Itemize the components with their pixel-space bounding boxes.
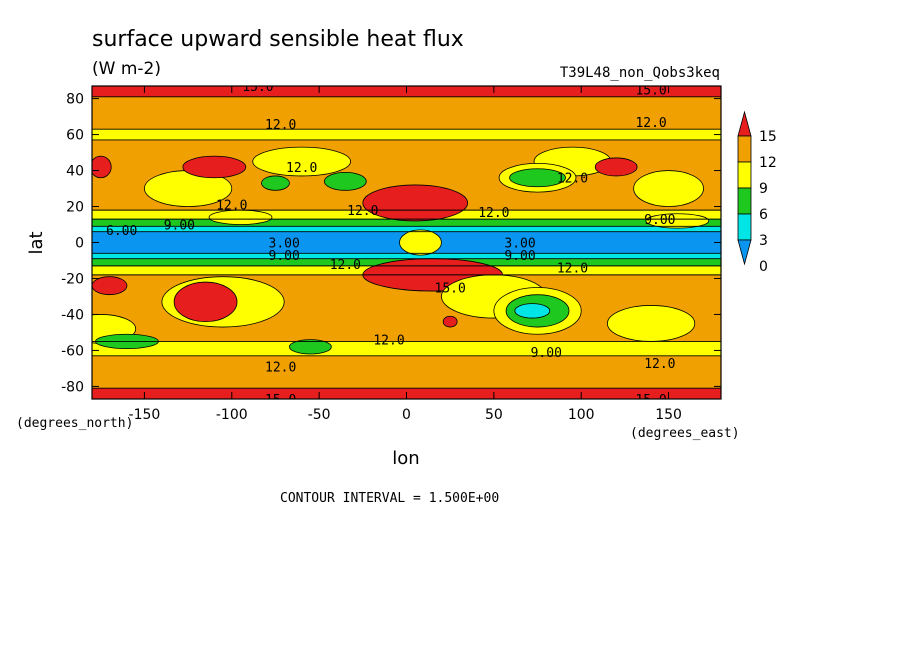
colorbar-swatch [737,213,752,241]
contour-label: 12.0 [373,334,404,349]
colorbar-arrow-bottom [737,239,752,266]
contour-label: 12.0 [330,258,361,273]
x-tick-label: 50 [485,407,503,423]
contour-label: 15.0 [435,281,466,296]
contour-band [92,96,721,130]
colorbar-tick-label: 15 [759,129,777,145]
y-tick-label: -80 [61,379,84,395]
contour-blob [633,170,704,207]
y-tick-label: 0 [75,236,84,252]
contour-label: 9.00 [644,213,675,228]
contour-blob [173,281,238,323]
contour-band [92,355,721,389]
contour-label: 12.0 [478,206,509,221]
contour-label: 6.00 [106,224,137,239]
contour-labels: 15.0 15.0 12.0 12.0 12.0 12.0 12.0 12.0 12.0 9.00… [106,80,675,408]
contour-blob [261,175,290,191]
contour-blob [92,276,128,296]
colorbar-swatch [737,135,752,163]
x-tick-label: 150 [655,407,682,423]
contour-blob [362,184,469,222]
contour-label: 12.0 [644,357,675,372]
y-tick-label: -60 [61,343,84,359]
x-axis-label: lon [392,448,419,469]
contour-blob [645,213,710,229]
y-tick-label: 40 [66,164,84,180]
colorbar-tick-label: 9 [759,181,768,197]
contour-band [92,253,721,259]
y-tick-label: -20 [61,271,84,287]
contour-blobs [92,146,710,355]
contour-blob [289,339,332,355]
contour-label: 9.00 [531,346,562,361]
contour-blob [399,229,442,256]
contour-blob [252,146,351,177]
contour-label: 12.0 [216,199,247,214]
contour-band [92,226,721,232]
x-tick-label: 100 [568,407,595,423]
chart-units: (W m-2) [92,59,161,79]
colorbar-tick-label: 3 [759,233,768,249]
contour-label: 12.0 [635,116,666,131]
contour-label: 12.0 [265,361,296,376]
contour-label: 9.00 [164,219,195,234]
colorbar-tick-label: 6 [759,207,768,223]
contour-label: 12.0 [557,172,588,187]
y-units-label: (degrees_north) [16,416,133,431]
contour-label: 12.0 [265,118,296,133]
contour-lines [92,96,721,389]
contour-blob [92,155,112,179]
contour-blob [594,157,638,177]
y-tick-label: 60 [66,128,84,144]
x-units-label: (degrees_east) [630,426,740,441]
contour-band [92,129,721,140]
contour-label: 3.00 [269,237,300,252]
colorbar-tick-label: 0 [759,259,768,275]
contour-label: 12.0 [557,262,588,277]
y-tick-label: 80 [66,92,84,108]
contour-blob [323,171,367,191]
contour-interval-note: CONTOUR INTERVAL = 1.500E+00 [280,491,499,506]
y-axis: 80 60 40 20 0 -20 -40 -60 -80 [61,92,721,395]
plot-area: 15.0 15.0 12.0 12.0 12.0 12.0 12.0 12.0 12.0 9.00… [92,80,721,408]
contour-band [92,341,721,356]
x-tick-label: -150 [129,407,161,423]
x-tick-label: 0 [402,407,411,423]
contour-blob [607,305,696,342]
colorbar-swatch [737,187,752,215]
contour-label: 12.0 [286,161,317,176]
colorbar-tick-label: 12 [759,155,777,171]
run-label: T39L48_non_Qobs3keq [560,65,720,81]
contour-blob [182,155,247,179]
y-tick-label: 20 [66,200,84,216]
contour-label: 9.00 [504,249,535,264]
colorbar: 15 12 9 6 3 0 [737,110,777,275]
contour-blob [442,315,458,328]
x-axis: -150 -100 -50 0 50 100 150 [129,86,682,423]
contour-blob [514,303,551,319]
contour-label: 15.0 [635,84,666,99]
chart-title: surface upward sensible heat flux [92,27,464,52]
x-tick-label: -100 [216,407,248,423]
contour-label: 15.0 [265,393,296,408]
contour-label: 12.0 [347,204,378,219]
contour-label: 15.0 [635,393,666,408]
colorbar-swatch [737,161,752,189]
contour-band [92,219,721,227]
contour-label: 9.00 [269,249,300,264]
y-axis-label: lat [26,231,47,254]
colorbar-arrow-top [737,110,752,137]
y-tick-label: -40 [61,307,84,323]
x-tick-label: -50 [308,407,331,423]
contour-label: 15.0 [242,80,273,95]
contour-blob [509,168,566,188]
contour-label: 3.00 [504,237,535,252]
